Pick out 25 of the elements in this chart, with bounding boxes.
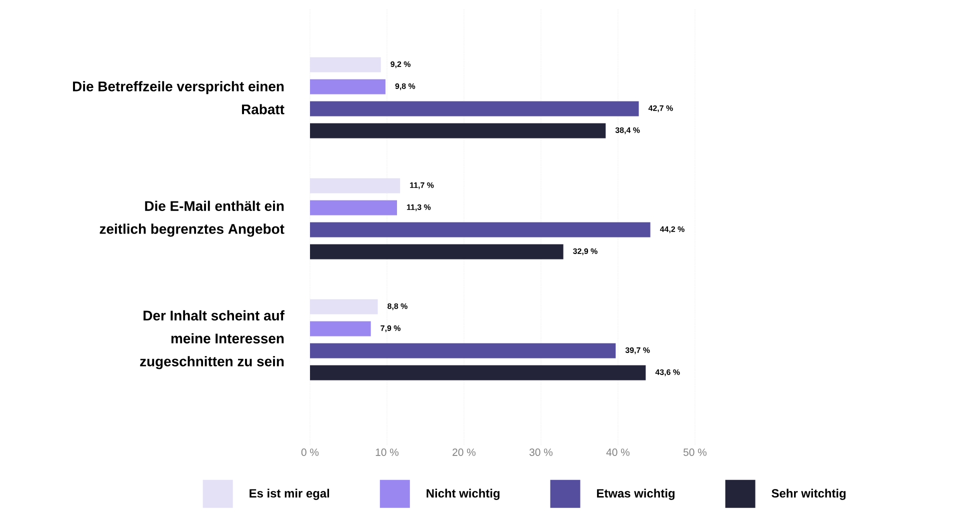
x-tick-label: 40 %	[606, 448, 630, 456]
y-tick-label: Die Betreffzeile verspricht einen Rabatt	[73, 81, 284, 114]
bar	[310, 79, 386, 94]
legend-label: Etwas wichtig	[597, 488, 674, 500]
bar	[310, 178, 400, 194]
legend-label: Sehr witchtig	[772, 488, 846, 500]
bar	[310, 123, 606, 138]
bar	[310, 343, 616, 358]
bar	[310, 244, 564, 260]
x-tick-label: 50 %	[683, 448, 707, 456]
bar	[310, 101, 639, 116]
bar	[310, 222, 650, 238]
bar	[310, 321, 371, 336]
legend-label: Nicht wichtig	[426, 488, 500, 500]
y-tick-label: Der Inhalt scheint auf meine Interessen zugeschnitten zu sein	[140, 310, 284, 370]
bar	[310, 365, 646, 380]
x-tick-label: 10 %	[376, 448, 399, 456]
x-tick-label: 0 %	[301, 448, 319, 456]
bar	[310, 200, 398, 216]
bar	[310, 57, 381, 72]
x-tick-label: 30 %	[529, 448, 553, 456]
x-tick-label: 20 %	[452, 448, 476, 456]
y-tick-label: Die E-Mail enthält ein zeitlich begrenztes Angebot	[100, 200, 284, 237]
bar	[310, 299, 378, 314]
legend-label: Es ist mir egal	[250, 488, 330, 500]
